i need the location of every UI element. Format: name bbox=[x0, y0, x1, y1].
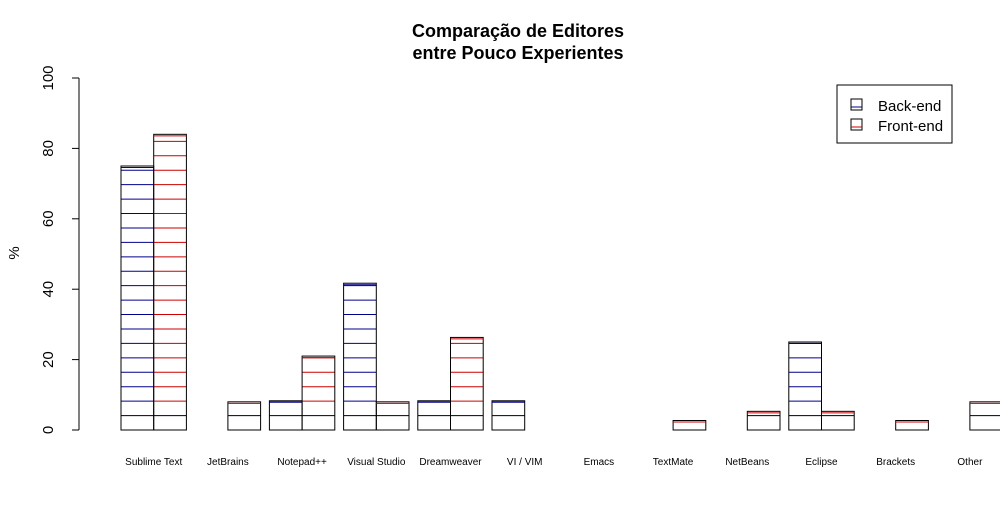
category-label: Emacs bbox=[584, 457, 615, 468]
y-tick-label: 60 bbox=[40, 210, 57, 227]
bar bbox=[120, 165, 155, 431]
bar-group bbox=[895, 419, 929, 431]
category-label: Notepad++ bbox=[277, 457, 327, 468]
bar-group bbox=[268, 400, 303, 431]
category-label: Dreamweaver bbox=[419, 457, 482, 468]
legend-box bbox=[836, 84, 953, 144]
bar-group bbox=[969, 401, 1000, 431]
bar bbox=[746, 410, 781, 431]
y-tick-label: 0 bbox=[40, 426, 57, 434]
bar-group bbox=[153, 133, 187, 431]
bar bbox=[821, 410, 855, 431]
bar-group bbox=[227, 401, 262, 431]
category-label: JetBrains bbox=[207, 457, 249, 468]
y-tick-label: 40 bbox=[40, 281, 57, 298]
bar-group bbox=[375, 401, 410, 431]
bar bbox=[672, 419, 707, 431]
bar-group bbox=[672, 419, 707, 431]
category-label: Sublime Text bbox=[125, 457, 182, 468]
bar-group bbox=[301, 355, 336, 431]
category-label: Visual Studio bbox=[347, 457, 406, 468]
legend-item: Back-end bbox=[850, 98, 941, 115]
category-label: Eclipse bbox=[805, 457, 838, 468]
chart-subtitle: entre Pouco Experientes bbox=[412, 43, 623, 63]
chart-title: Comparação de Editores bbox=[412, 21, 624, 41]
bar-group bbox=[417, 400, 451, 431]
bar bbox=[491, 400, 526, 431]
legend-item: Front-end bbox=[850, 118, 943, 135]
bar bbox=[788, 341, 822, 431]
category-label: VI / VIM bbox=[507, 457, 543, 468]
legend-label: Back-end bbox=[878, 98, 941, 115]
bar bbox=[153, 133, 187, 431]
legend-swatch bbox=[850, 118, 863, 131]
y-axis: 0 20 40 60 80 100 bbox=[40, 65, 80, 434]
bar bbox=[227, 401, 262, 431]
legend-label: Front-end bbox=[878, 118, 943, 135]
category-label: Other bbox=[957, 457, 983, 468]
bar-group bbox=[343, 282, 377, 431]
bar-group bbox=[746, 410, 781, 431]
bar-group bbox=[788, 341, 822, 431]
y-tick-label: 20 bbox=[40, 351, 57, 368]
bar bbox=[969, 401, 1000, 431]
bar-group bbox=[450, 336, 484, 431]
bar-group bbox=[120, 165, 155, 431]
legend-swatch bbox=[850, 98, 863, 111]
bar bbox=[895, 419, 929, 431]
bar bbox=[375, 401, 410, 431]
legend: Back-end Front-end bbox=[836, 84, 953, 144]
bar bbox=[343, 282, 377, 431]
bar-group bbox=[491, 400, 526, 431]
category-labels: Sublime Text JetBrains Notepad++ Visual Stu… bbox=[125, 457, 983, 468]
bar-group bbox=[821, 410, 855, 431]
y-axis-label: % bbox=[6, 246, 23, 259]
category-label: Brackets bbox=[876, 457, 915, 468]
bars bbox=[120, 133, 1000, 431]
category-label: NetBeans bbox=[725, 457, 769, 468]
y-tick-label: 100 bbox=[40, 65, 57, 90]
bar bbox=[301, 355, 336, 431]
category-label: TextMate bbox=[653, 457, 694, 468]
y-tick-label: 80 bbox=[40, 140, 57, 157]
bar bbox=[450, 336, 484, 431]
